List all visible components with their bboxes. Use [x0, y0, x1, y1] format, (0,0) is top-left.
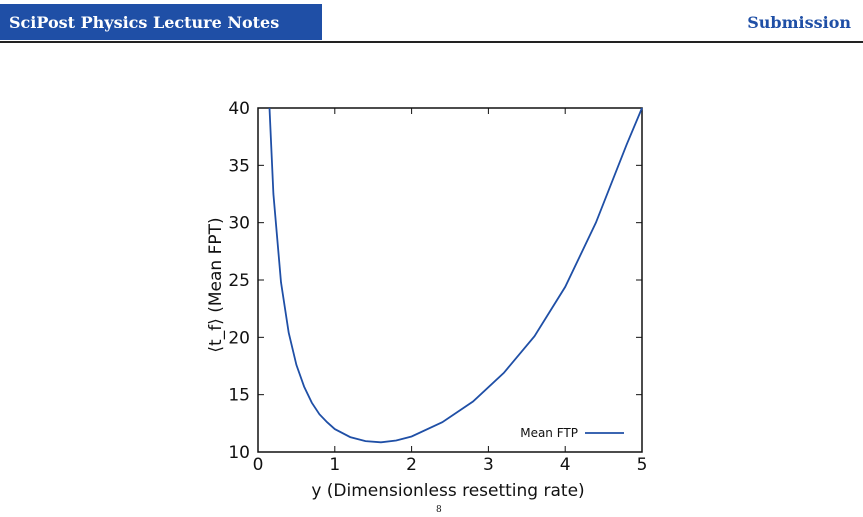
x-tick-label: 1 [329, 455, 340, 475]
journal-title: SciPost Physics Lecture Notes [0, 4, 322, 40]
x-tick-label: 5 [637, 455, 648, 475]
y-tick-label: 15 [228, 386, 250, 406]
y-tick-label: 25 [228, 271, 250, 291]
x-axis-label: y (Dimensionless resetting rate) [311, 481, 584, 501]
y-tick-label: 40 [228, 99, 250, 119]
y-tick-label: 35 [228, 156, 250, 176]
y-axis-label: ⟨t_f⟩ (Mean FPT) [206, 217, 226, 352]
x-tick-label: 2 [406, 455, 417, 475]
y-tick-label: 10 [228, 443, 250, 463]
y-tick-label: 30 [228, 214, 250, 234]
submission-label: Submission [747, 12, 851, 32]
header-rule [0, 41, 863, 43]
plot-frame [257, 107, 643, 453]
y-ticks [258, 107, 642, 453]
x-tick-label: 0 [253, 455, 264, 475]
x-tick-label: 3 [483, 455, 494, 475]
page-number: 8 [436, 505, 442, 515]
x-ticks [257, 108, 643, 452]
x-tick-label: 4 [560, 455, 571, 475]
y-tick-labels: 10 15 20 25 30 35 40 [228, 99, 250, 463]
x-tick-labels: 0 1 2 3 4 5 [253, 455, 648, 475]
legend-label: Mean FTP [520, 426, 578, 440]
y-tick-label: 20 [228, 328, 250, 348]
series-line-mean-ftp [268, 107, 643, 444]
